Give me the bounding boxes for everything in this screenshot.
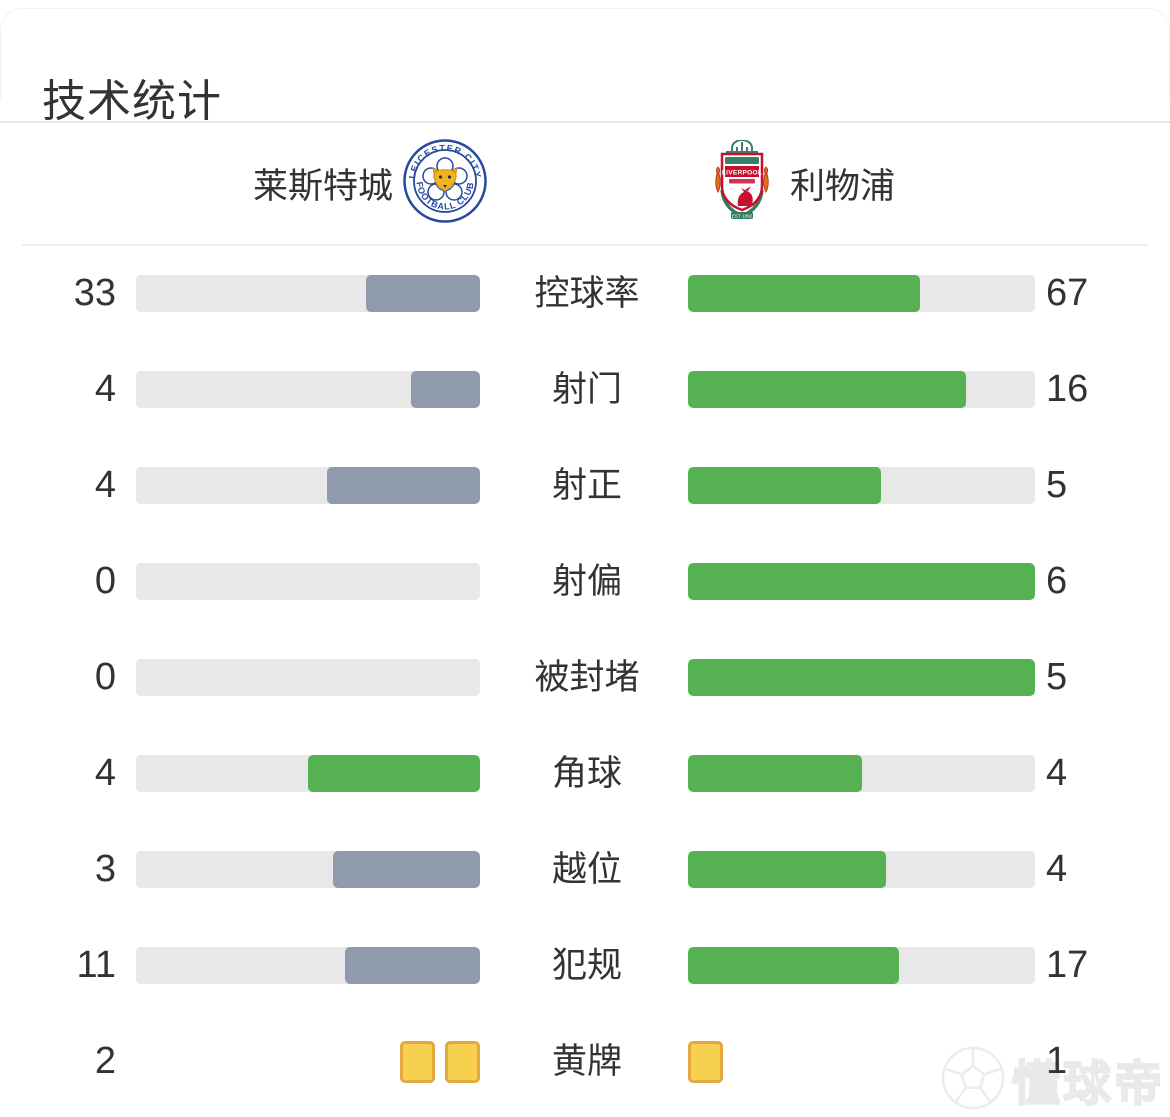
away-bar bbox=[688, 563, 1035, 600]
away-bar-fill bbox=[688, 275, 921, 312]
away-bar bbox=[688, 851, 1035, 888]
home-bar-fill bbox=[332, 851, 480, 888]
stat-label: 角球 bbox=[551, 754, 622, 793]
stat-label: 黄牌 bbox=[551, 1042, 622, 1081]
yellow-card-icon bbox=[688, 1041, 723, 1083]
stat-label: 被封堵 bbox=[534, 658, 640, 697]
home-bar bbox=[136, 371, 480, 408]
stat-row: 0 射偏 6 bbox=[0, 560, 1170, 602]
away-value: 6 bbox=[1046, 560, 1068, 602]
away-team[interactable]: LIVERPOOL EST·1892 利物浦 bbox=[712, 123, 895, 244]
home-bar-fill bbox=[344, 947, 480, 984]
away-bar-fill bbox=[688, 755, 862, 792]
away-value: 17 bbox=[1046, 944, 1089, 986]
away-bar-fill bbox=[688, 467, 881, 504]
away-bar bbox=[688, 275, 1035, 312]
away-bar bbox=[688, 371, 1035, 408]
home-value: 0 bbox=[94, 656, 116, 698]
svg-text:EST·1892: EST·1892 bbox=[732, 214, 753, 219]
home-bar bbox=[136, 659, 480, 696]
away-bar bbox=[688, 467, 1035, 504]
home-value: 4 bbox=[94, 752, 116, 794]
home-value: 4 bbox=[94, 368, 116, 410]
home-value: 11 bbox=[76, 944, 116, 986]
away-value: 16 bbox=[1046, 368, 1089, 410]
away-value: 67 bbox=[1046, 272, 1089, 314]
team-header: 莱斯特城 LEICESTER CITY FOOTBALL CLUB bbox=[0, 123, 1170, 244]
home-bar bbox=[136, 467, 480, 504]
stat-row: 4 角球 4 bbox=[0, 752, 1170, 794]
home-value: 3 bbox=[94, 848, 116, 890]
header-divider bbox=[0, 121, 1170, 123]
stat-row: 0 被封堵 5 bbox=[0, 656, 1170, 698]
away-bar-fill bbox=[688, 947, 899, 984]
leicester-city-crest-icon: LEICESTER CITY FOOTBALL CLUB bbox=[403, 139, 487, 228]
away-value: 5 bbox=[1046, 464, 1068, 506]
home-bar bbox=[136, 563, 480, 600]
away-bar bbox=[688, 947, 1035, 984]
stat-label: 控球率 bbox=[534, 274, 640, 313]
home-value: 0 bbox=[94, 560, 116, 602]
stat-label: 犯规 bbox=[551, 946, 622, 985]
home-bar-fill bbox=[366, 275, 480, 312]
away-value: 5 bbox=[1046, 656, 1068, 698]
away-bar-fill bbox=[688, 563, 1035, 600]
svg-text:LIVERPOOL: LIVERPOOL bbox=[722, 170, 762, 177]
home-value: 4 bbox=[94, 464, 116, 506]
away-bar bbox=[688, 755, 1035, 792]
home-bar bbox=[136, 947, 480, 984]
stat-row: 3 越位 4 bbox=[0, 848, 1170, 890]
away-bar-fill bbox=[688, 371, 966, 408]
liverpool-crest-icon: LIVERPOOL EST·1892 bbox=[712, 139, 772, 227]
away-bar-fill bbox=[688, 659, 1035, 696]
stat-row: 4 射门 16 bbox=[0, 368, 1170, 410]
away-value: 4 bbox=[1046, 752, 1068, 794]
stat-label: 射正 bbox=[551, 466, 622, 505]
away-value: 4 bbox=[1046, 848, 1068, 890]
stat-row: 2 黄牌 1 bbox=[0, 1040, 1170, 1083]
home-bar bbox=[136, 755, 480, 792]
home-bar-fill bbox=[327, 467, 480, 504]
stat-label: 射门 bbox=[551, 370, 622, 409]
home-bar bbox=[136, 275, 480, 312]
home-value: 2 bbox=[94, 1040, 116, 1082]
away-bar bbox=[688, 659, 1035, 696]
home-value: 33 bbox=[73, 272, 116, 314]
home-bar-fill bbox=[411, 371, 480, 408]
team-header-divider bbox=[22, 244, 1148, 246]
home-bar bbox=[136, 851, 480, 888]
away-value: 1 bbox=[1046, 1040, 1068, 1082]
stat-row: 4 射正 5 bbox=[0, 464, 1170, 506]
home-team-name: 莱斯特城 bbox=[252, 167, 393, 206]
away-team-name: 利物浦 bbox=[790, 167, 896, 206]
home-bar-fill bbox=[308, 755, 480, 792]
stat-label: 越位 bbox=[551, 850, 622, 889]
stat-row: 33 控球率 67 bbox=[0, 272, 1170, 314]
away-bar-fill bbox=[688, 851, 887, 888]
stat-label: 射偏 bbox=[551, 562, 622, 601]
home-team[interactable]: 莱斯特城 LEICESTER CITY FOOTBALL CLUB bbox=[0, 123, 487, 244]
stat-row: 11 犯规 17 bbox=[0, 944, 1170, 986]
yellow-card-icon bbox=[400, 1041, 435, 1083]
panel-title: 技术统计 bbox=[42, 77, 222, 127]
yellow-card-icon bbox=[445, 1041, 480, 1083]
